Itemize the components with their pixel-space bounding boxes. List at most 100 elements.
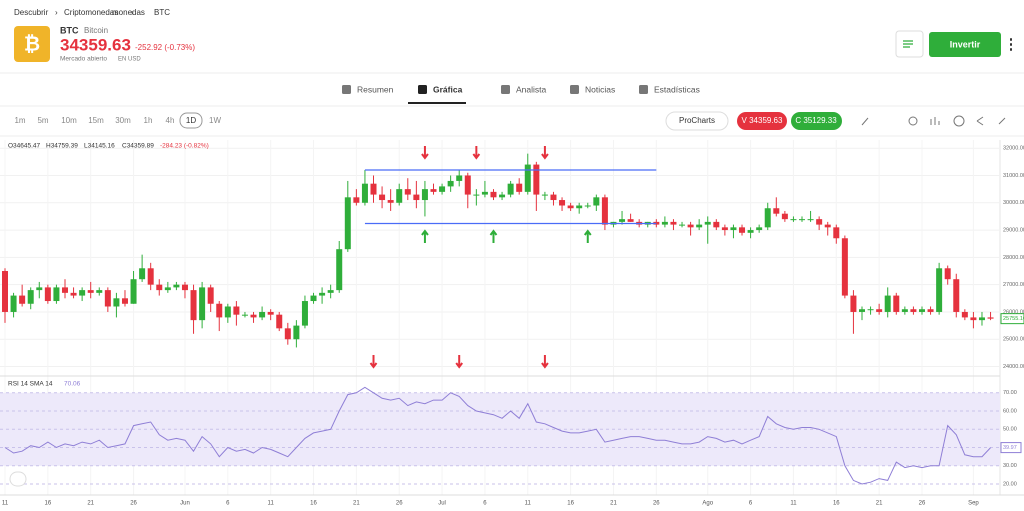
candle-body	[310, 295, 317, 302]
timeframe[interactable]: 10m	[61, 116, 77, 125]
candle-body	[70, 292, 77, 296]
candle-body	[267, 311, 274, 315]
timeframe[interactable]: 1W	[209, 116, 221, 125]
y-tick-label: 31000.00	[1003, 173, 1024, 179]
last-price-label: 25755.16	[1003, 316, 1024, 322]
candle-body	[816, 219, 823, 225]
procharts-button[interactable]	[665, 111, 729, 131]
crumb[interactable]: monedas	[112, 8, 145, 17]
candle-body	[379, 194, 386, 201]
candle-body	[447, 180, 454, 187]
x-tick-label: 21	[353, 501, 360, 507]
coin-icon	[14, 26, 50, 62]
candle-body	[833, 227, 840, 239]
candle-body	[241, 314, 248, 316]
symbol: BTC	[60, 25, 79, 35]
candle-body	[10, 295, 17, 312]
tab[interactable]: Analista	[516, 84, 547, 94]
candle-body	[799, 219, 806, 221]
candle-body	[867, 309, 874, 311]
timeframe[interactable]: 5m	[37, 116, 48, 125]
candle-body	[499, 194, 506, 198]
candle-body	[961, 311, 968, 318]
tab[interactable]: Noticias	[585, 84, 615, 94]
timeframe[interactable]: 1D	[186, 116, 196, 125]
crumb[interactable]: Descubrir	[14, 8, 49, 17]
x-tick-label: 6	[483, 501, 487, 507]
candle-body	[456, 175, 463, 181]
candle-body	[344, 197, 351, 250]
timeframe-active	[179, 112, 203, 129]
buy-button[interactable]	[791, 112, 842, 130]
candle-body	[764, 208, 771, 228]
x-tick-label: 21	[610, 501, 617, 507]
timeframe[interactable]: 1m	[14, 116, 25, 125]
up-arrow	[583, 229, 592, 243]
tab[interactable]: Estadísticas	[654, 84, 700, 94]
x-tick-label: 16	[310, 501, 317, 507]
y-tick-label: 25000.00	[1003, 337, 1024, 343]
candle-body	[370, 183, 377, 195]
candle-body	[661, 221, 668, 225]
crumb[interactable]: Criptomonedas	[64, 8, 118, 17]
candle-body	[524, 164, 531, 192]
candle-body	[841, 238, 848, 296]
list-icon	[903, 40, 913, 48]
candle-body	[884, 295, 891, 312]
down-arrow	[421, 146, 429, 160]
sell-button[interactable]	[737, 112, 787, 130]
timeframe[interactable]: 30m	[115, 116, 131, 125]
tab[interactable]: Resumen	[357, 84, 394, 94]
candle-body	[584, 205, 591, 207]
candle-body	[953, 279, 960, 312]
down-arrow	[541, 146, 549, 160]
rsi-tick-label: 20.00	[1003, 482, 1017, 488]
x-tick-label: 16	[833, 501, 840, 507]
breadcrumb: Descubrir › Criptomonedas › monedas BTC	[14, 8, 170, 17]
candle-body	[790, 219, 797, 221]
candle-body	[670, 221, 677, 225]
ohlc-value: L34145.16	[84, 143, 115, 150]
invest-button[interactable]	[929, 32, 1001, 57]
candle-body	[901, 309, 908, 312]
status: Mercado abierto	[60, 56, 107, 63]
change: -252.92 (-0.73%)	[135, 43, 195, 52]
candle-body	[730, 227, 737, 231]
candle-body	[936, 268, 943, 312]
ohlc-value: C34359.89	[122, 143, 154, 150]
candle-body	[910, 309, 917, 312]
timeframe[interactable]: 4h	[166, 116, 175, 125]
candle-body	[464, 175, 471, 195]
candle-body	[601, 197, 608, 225]
rsi-tick-label: 50.00	[1003, 427, 1017, 433]
sep: ›	[131, 8, 134, 17]
candle-body	[473, 194, 480, 196]
candle-body	[713, 221, 720, 228]
candle-body	[36, 287, 43, 291]
x-tick-label: Jun	[180, 501, 190, 507]
candle-body	[567, 205, 574, 209]
y-tick-label: 27000.00	[1003, 282, 1024, 288]
candle-body	[181, 284, 188, 291]
candle-body	[224, 306, 231, 318]
candle-body	[679, 224, 686, 226]
candle-body	[173, 284, 180, 288]
x-tick-label: 26	[396, 501, 403, 507]
rsi-tick-label: 30.00	[1003, 463, 1017, 469]
candle-body	[721, 227, 728, 231]
x-tick-label: 26	[653, 501, 660, 507]
candle-body	[987, 317, 994, 319]
tab-icon	[342, 85, 351, 94]
x-tick-label: 26	[130, 501, 137, 507]
y-tick-label: 26000.00	[1003, 309, 1024, 315]
candle-body	[319, 292, 326, 296]
last-price-box	[1000, 313, 1024, 325]
tabs: Resumen Gráfica Analista Noticias Estadístic…	[342, 84, 700, 94]
tab[interactable]: Gráfica	[433, 84, 463, 94]
timeframe[interactable]: 1h	[144, 116, 153, 125]
candle-body	[696, 224, 703, 228]
timeframe[interactable]: 15m	[88, 116, 104, 125]
crumb[interactable]: BTC	[154, 8, 170, 17]
chart-tools[interactable]	[861, 115, 1006, 127]
